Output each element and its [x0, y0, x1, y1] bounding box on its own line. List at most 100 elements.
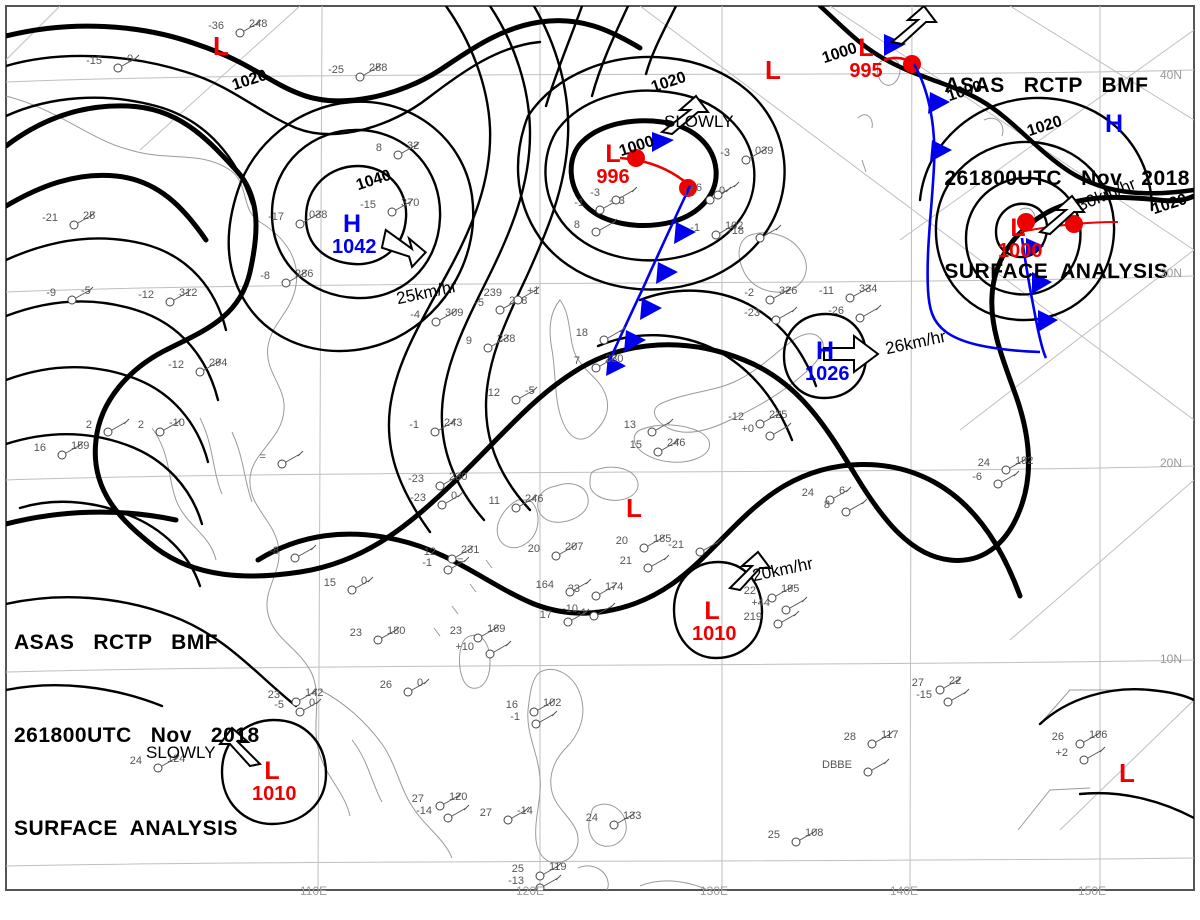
- station-plot: 15 246: [630, 437, 685, 457]
- station-plot: -12 225: [728, 409, 787, 429]
- station-temperature: 2: [86, 419, 92, 431]
- station-plot: 8: [574, 218, 618, 237]
- station-pressure: -5: [81, 285, 91, 297]
- station-pressure: 6: [839, 485, 845, 497]
- station-plot: 23 142: [268, 687, 323, 707]
- station-plot: 18: [576, 326, 626, 345]
- station-pressure: 258: [369, 62, 387, 74]
- station-temperature: 24: [586, 812, 598, 824]
- station-temperature: 26: [380, 679, 392, 691]
- station-pressure: 106: [1089, 729, 1107, 741]
- station-pressure: 119: [549, 861, 567, 873]
- station-temperature: 23: [450, 625, 462, 637]
- station-plot: 9 238: [466, 333, 515, 353]
- station-plot: -1 102: [690, 220, 743, 240]
- station-plot: 27 120: [412, 791, 467, 811]
- station-plot: -14: [416, 804, 470, 823]
- station-plot: 11 246: [489, 493, 543, 513]
- station-plot: -8 286: [260, 268, 313, 288]
- station-pressure: 225: [769, 409, 787, 421]
- station-temperature: -1: [574, 197, 584, 209]
- station-pressure: 124: [167, 753, 185, 765]
- station-plot: -26: [828, 304, 882, 323]
- station-temperature: -23: [410, 492, 426, 504]
- latitude-label: 40N: [1160, 68, 1183, 82]
- cold-front-line-996: [606, 185, 692, 365]
- station-plot: 164: [536, 578, 592, 597]
- station-temperature: 9: [466, 335, 472, 347]
- station-plot: +2: [1055, 746, 1106, 765]
- station-temperature: 2: [138, 419, 144, 431]
- station-temperature: -36: [208, 20, 224, 32]
- station-pressure: 195: [781, 583, 799, 595]
- station-plot: 2: [86, 418, 130, 437]
- station-temperature: -3: [720, 147, 730, 159]
- station-temperature: 18: [576, 327, 588, 339]
- station-plot: 15 0: [324, 575, 374, 595]
- station-temperature: -1: [422, 557, 432, 569]
- station-temperature: 11: [489, 495, 500, 507]
- front-system-1000: [1017, 213, 1119, 359]
- movement-arrow-h1026: [823, 334, 880, 374]
- station-plot: -23 230: [408, 471, 467, 491]
- station-plot: 27 22: [912, 675, 962, 695]
- station-plot: -21 25: [42, 210, 96, 230]
- station-plot: 8 32: [376, 140, 420, 160]
- station-temperature: 8: [574, 219, 580, 231]
- longitude-label: 130E: [700, 884, 729, 898]
- station-temperature: -23: [408, 473, 424, 485]
- coastlines: [6, 58, 1120, 890]
- station-temperature: -12: [138, 289, 154, 301]
- latitude-label: 30N: [1160, 266, 1183, 280]
- station-plot: -3 039: [720, 145, 773, 165]
- longitude-label: 150E: [1078, 884, 1107, 898]
- station-temperature: -8: [260, 270, 270, 282]
- station-plot: -25 258: [328, 62, 387, 82]
- station-plot: +44: [751, 596, 808, 615]
- station-plot: -15 370: [360, 197, 419, 217]
- station-temperature: 25: [768, 829, 780, 841]
- station-plot: 25 108: [768, 827, 823, 847]
- station-temperature: -5: [274, 699, 284, 711]
- station-pressure: 038: [309, 209, 327, 221]
- station-temperature: -15: [360, 199, 376, 211]
- station-plot: -1: [510, 710, 558, 729]
- station-plot: -12 312: [138, 287, 197, 307]
- station-plot: -15 0: [86, 53, 140, 73]
- station-plot: 21: [620, 554, 670, 573]
- station-pressure: +1: [527, 285, 540, 297]
- station-plot: 24 124: [130, 753, 185, 773]
- station-plot: -11 334: [819, 283, 877, 303]
- station-plot: DBBE: [822, 758, 890, 777]
- station-temperature: 22: [744, 585, 756, 597]
- station-temperature: -13: [508, 875, 524, 887]
- station-plot: -1 =: [422, 555, 470, 575]
- cold-front-barb: [1038, 310, 1058, 332]
- station-pressure: 133: [623, 810, 641, 822]
- station-temperature: 24: [802, 487, 814, 499]
- station-plot: 24 192: [978, 455, 1033, 475]
- station-temperature: -18: [728, 225, 744, 237]
- movement-arrow-l1010-sea: [727, 550, 772, 592]
- station-pressure: 0: [719, 185, 725, 197]
- station-temperature: 239: [484, 287, 502, 299]
- station-pressure: -5: [525, 385, 535, 397]
- station-temperature: -5: [474, 297, 484, 309]
- station-pressure: 22: [949, 675, 961, 687]
- station-temperature: 20: [616, 535, 628, 547]
- station-pressure: 120: [449, 791, 467, 803]
- station-temperature: 28: [844, 731, 856, 743]
- station-plot: 239 +1: [484, 285, 540, 305]
- station-temperature: -11: [819, 285, 834, 297]
- station-pressure: 0: [361, 575, 367, 587]
- warm-front-bump: [1017, 213, 1035, 231]
- station-plot: -8: [269, 544, 317, 563]
- station-plot: -17 038: [268, 209, 327, 229]
- station-plot: 28 117: [844, 729, 899, 749]
- station-plot: 16 159: [34, 440, 89, 460]
- station-pressure: 334: [859, 283, 877, 295]
- station-temperature: +2: [1055, 747, 1068, 759]
- station-plot: 13: [624, 418, 674, 437]
